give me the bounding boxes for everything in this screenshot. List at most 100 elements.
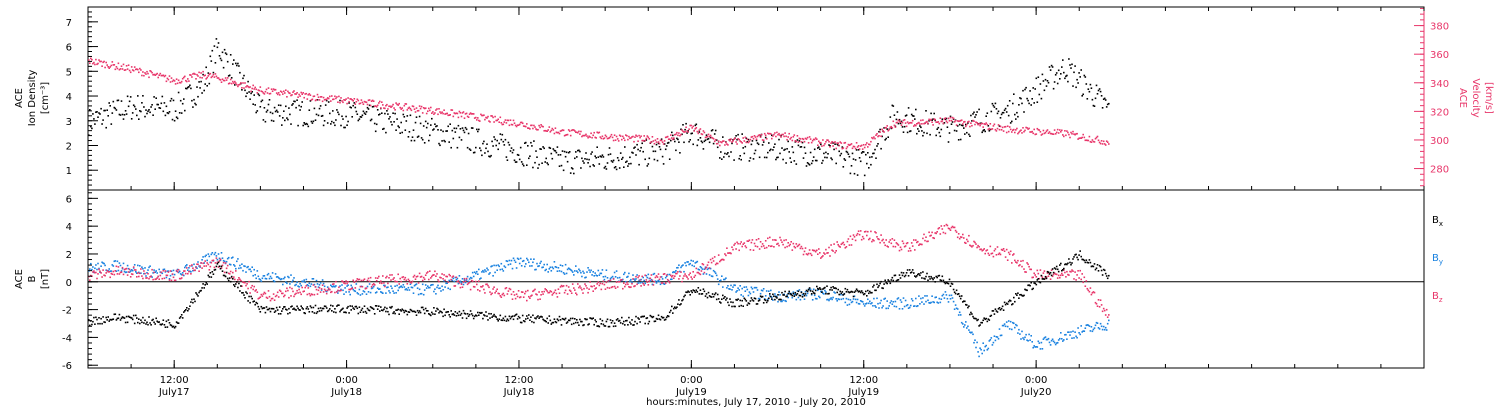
ion-density-series-point bbox=[996, 112, 999, 115]
by-series-point bbox=[228, 263, 231, 266]
ion-density-series-point bbox=[974, 116, 976, 118]
bx-series-point bbox=[842, 294, 845, 296]
bz-series-point bbox=[413, 274, 416, 277]
ion-density-series-point bbox=[748, 160, 751, 162]
bx-series-point bbox=[368, 309, 371, 312]
by-series-point bbox=[920, 297, 922, 300]
velocity-series-point bbox=[574, 130, 576, 132]
bx-series-point bbox=[581, 320, 583, 323]
ion-density-series-point bbox=[880, 147, 882, 150]
velocity-series-point bbox=[955, 124, 958, 126]
by-series-point bbox=[262, 275, 265, 277]
bx-series-point bbox=[847, 291, 850, 293]
by-series-point bbox=[982, 342, 984, 344]
ion-density-series-point bbox=[507, 141, 510, 144]
by-series-point bbox=[393, 292, 395, 294]
bz-series-point bbox=[571, 283, 574, 285]
bx-series-point bbox=[115, 319, 118, 321]
ion-density-series-point bbox=[805, 165, 808, 167]
by-series-point bbox=[273, 280, 276, 283]
bz-series-point bbox=[638, 275, 640, 277]
ion-density-series-point bbox=[435, 125, 437, 128]
bz-series-point bbox=[927, 240, 929, 243]
bx-series-point bbox=[549, 319, 552, 322]
bz-series-point bbox=[465, 277, 468, 280]
ion-density-series-point bbox=[109, 105, 111, 107]
by-series-point bbox=[199, 266, 201, 268]
by-series-point bbox=[303, 279, 305, 281]
ion-density-series-point bbox=[762, 141, 765, 143]
by-series-point bbox=[279, 278, 282, 281]
bx-series-point bbox=[259, 311, 262, 313]
bz-series-point bbox=[285, 290, 287, 293]
velocity-series-point bbox=[1093, 141, 1096, 143]
bz-series-point bbox=[1053, 272, 1056, 274]
bz-series-point bbox=[202, 262, 204, 265]
velocity-series-point bbox=[721, 141, 723, 144]
bz-series-point bbox=[867, 230, 869, 233]
ion-density-series-point bbox=[919, 125, 921, 127]
ion-density-series-point bbox=[727, 152, 729, 154]
ion-density-series-point bbox=[526, 164, 528, 166]
bx-series-point bbox=[923, 277, 925, 280]
bx-series-point bbox=[1002, 309, 1005, 311]
by-series-point bbox=[163, 268, 166, 271]
bx-series-point bbox=[867, 289, 869, 292]
bz-series-point bbox=[1054, 273, 1057, 275]
bx-series-point bbox=[1085, 259, 1088, 261]
ion-density-series-point bbox=[129, 96, 132, 98]
bx-series-point bbox=[1016, 294, 1018, 296]
bx-series-point bbox=[224, 275, 227, 278]
bz-series-point bbox=[130, 273, 133, 275]
bz-series-point bbox=[420, 275, 423, 278]
bz-series-point bbox=[331, 290, 333, 293]
bz-series-point bbox=[567, 286, 570, 288]
bz-series-point bbox=[686, 276, 688, 278]
bz-series-point bbox=[352, 279, 354, 282]
by-series-point bbox=[592, 271, 594, 273]
bx-series-point bbox=[163, 324, 166, 326]
velocity-series-point bbox=[348, 100, 350, 103]
by-series-point bbox=[355, 283, 358, 285]
velocity-series-point bbox=[274, 88, 277, 91]
bx-series-point bbox=[593, 323, 595, 326]
velocity-series-point bbox=[267, 87, 270, 89]
bz-series-point bbox=[702, 263, 705, 266]
velocity-series-point bbox=[838, 144, 840, 147]
velocity-series-point bbox=[680, 133, 682, 136]
ion-density-series-point bbox=[781, 147, 783, 149]
ion-density-series-point bbox=[350, 106, 352, 109]
velocity-series-point bbox=[216, 77, 219, 79]
bz-series-point bbox=[805, 253, 808, 255]
velocity-series-point bbox=[738, 138, 740, 141]
velocity-series-point bbox=[198, 71, 200, 74]
velocity-series-point bbox=[438, 108, 440, 110]
ion-density-series-point bbox=[1046, 80, 1049, 82]
velocity-series-point bbox=[283, 90, 285, 93]
bx-series-point bbox=[615, 319, 618, 321]
bz-series-point bbox=[883, 241, 885, 244]
bx-series-point bbox=[627, 324, 629, 326]
bz-series-point bbox=[636, 283, 638, 286]
velocity-series-point bbox=[915, 124, 917, 127]
bz-series-point bbox=[632, 278, 634, 280]
bx-series-point bbox=[872, 286, 874, 288]
velocity-series-point bbox=[660, 139, 663, 142]
bz-series-point bbox=[884, 244, 886, 247]
velocity-series-point bbox=[858, 148, 861, 150]
by-series-point bbox=[240, 267, 242, 269]
ion-density-series-point bbox=[965, 123, 967, 126]
by-series-point bbox=[128, 271, 131, 273]
velocity-series-point bbox=[223, 79, 226, 82]
bx-series-point bbox=[621, 316, 623, 319]
ion-density-series-point bbox=[340, 124, 342, 127]
ion-density-series-point bbox=[278, 115, 281, 117]
ion-density-series-point bbox=[937, 126, 940, 129]
ion-density-series-point bbox=[861, 151, 864, 153]
bz-series-point bbox=[404, 276, 407, 279]
bx-series-point bbox=[554, 320, 557, 323]
by-series-point bbox=[532, 261, 534, 264]
ion-density-series-point bbox=[131, 112, 134, 114]
bz-series-point bbox=[1031, 276, 1033, 279]
ion-density-series-point bbox=[250, 92, 252, 95]
